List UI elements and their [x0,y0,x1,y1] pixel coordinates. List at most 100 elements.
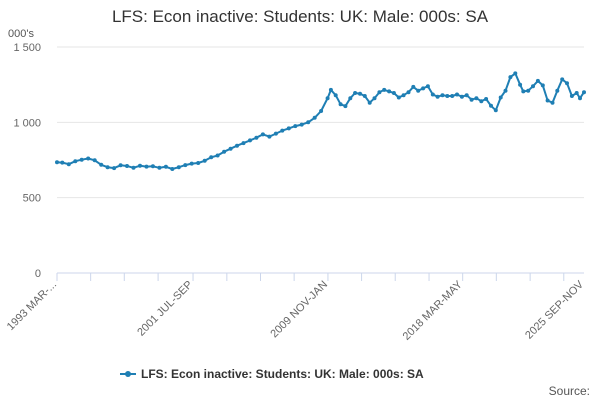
data-point[interactable] [286,126,291,131]
data-point[interactable] [425,84,430,89]
data-point[interactable] [474,96,479,101]
data-point[interactable] [86,156,91,161]
data-point[interactable] [144,164,149,169]
x-tick-label: 2009 NOV-JAN [268,279,330,341]
data-point[interactable] [348,96,353,101]
data-point[interactable] [163,164,168,169]
y-tick-label: 500 [23,193,41,205]
data-point[interactable] [550,100,555,105]
data-point[interactable] [333,93,338,98]
data-point[interactable] [170,167,175,171]
data-point[interactable] [450,94,455,98]
data-point[interactable] [254,135,259,140]
data-point[interactable] [445,94,450,98]
data-point[interactable] [273,131,278,136]
data-point[interactable] [396,95,401,100]
data-point[interactable] [421,86,426,91]
data-point[interactable] [260,132,265,137]
data-point[interactable] [215,153,220,158]
data-point[interactable] [118,163,123,168]
data-point[interactable] [228,146,233,151]
data-point[interactable] [560,77,565,82]
data-point[interactable] [358,91,362,96]
data-point[interactable] [503,88,508,93]
data-point[interactable] [343,104,348,109]
data-point[interactable] [196,161,201,165]
data-point[interactable] [328,87,333,92]
data-point[interactable] [125,164,129,168]
data-point[interactable] [312,115,317,120]
data-point[interactable] [391,91,396,95]
legend[interactable]: LFS: Econ inactive: Students: UK: Male: … [120,367,424,381]
data-point[interactable] [555,88,560,93]
data-point[interactable] [241,141,246,146]
data-point[interactable] [401,93,406,98]
data-point[interactable] [235,143,239,148]
data-point[interactable] [430,92,435,97]
data-point[interactable] [138,163,142,168]
data-point[interactable] [508,75,513,80]
data-point[interactable] [131,165,136,170]
data-point[interactable] [416,88,421,93]
data-point[interactable] [435,94,440,99]
data-point[interactable] [99,162,104,167]
data-point[interactable] [202,158,207,163]
data-point[interactable] [574,91,579,95]
data-point[interactable] [411,84,416,89]
data-point[interactable] [498,95,503,100]
data-point[interactable] [293,124,298,129]
data-point[interactable] [105,165,110,170]
data-point[interactable] [464,93,469,98]
data-point[interactable] [535,78,540,83]
data-point[interactable] [377,90,382,95]
data-point[interactable] [92,158,97,163]
data-point[interactable] [540,83,545,88]
data-point[interactable] [222,149,227,154]
data-point[interactable] [569,94,574,98]
data-point[interactable] [489,103,493,108]
data-point[interactable] [545,98,550,103]
data-point[interactable] [518,82,523,87]
data-point[interactable] [484,97,489,101]
data-point[interactable] [565,81,569,86]
data-point[interactable] [372,96,377,101]
data-point[interactable] [209,155,214,160]
data-point[interactable] [176,165,181,170]
data-point[interactable] [479,99,484,104]
data-point[interactable] [73,159,78,164]
data-point[interactable] [459,94,464,99]
data-point[interactable] [157,165,162,170]
data-point[interactable] [112,166,117,171]
data-point[interactable] [526,88,531,93]
data-point[interactable] [513,71,518,76]
data-point[interactable] [493,108,498,113]
data-point[interactable] [66,162,71,167]
data-point[interactable] [248,138,252,143]
data-point[interactable] [406,90,411,95]
data-point[interactable] [60,160,65,165]
data-point[interactable] [55,160,59,165]
data-point[interactable] [440,93,445,98]
data-point[interactable] [578,96,582,101]
data-point[interactable] [79,157,84,162]
data-point[interactable] [189,161,194,166]
data-point[interactable] [319,109,324,113]
data-point[interactable] [455,92,459,97]
data-point[interactable] [362,94,367,98]
data-point[interactable] [280,128,285,133]
data-point[interactable] [367,100,372,105]
data-point[interactable] [521,89,526,94]
data-point[interactable] [267,134,272,139]
data-point[interactable] [469,97,474,102]
data-point[interactable] [325,96,330,101]
data-point[interactable] [387,89,392,94]
data-point[interactable] [306,120,311,125]
data-point[interactable] [382,87,387,92]
data-point[interactable] [299,122,304,127]
data-point[interactable] [338,102,343,107]
data-point[interactable] [353,91,358,95]
data-point[interactable] [582,90,586,95]
data-point[interactable] [531,84,535,89]
data-point[interactable] [150,164,155,169]
data-point[interactable] [183,163,188,168]
